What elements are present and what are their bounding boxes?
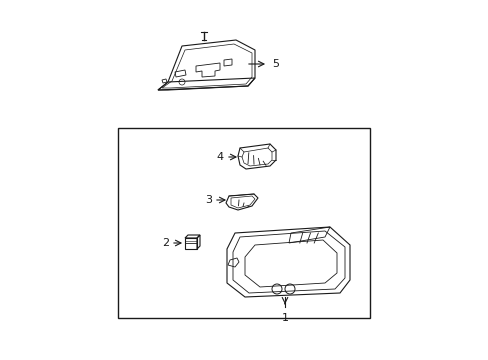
Text: 1: 1 xyxy=(281,313,288,323)
Text: 4: 4 xyxy=(217,152,224,162)
Text: 3: 3 xyxy=(204,195,212,205)
Text: 5: 5 xyxy=(271,59,279,69)
Bar xyxy=(118,128,369,318)
Text: 2: 2 xyxy=(162,238,169,248)
